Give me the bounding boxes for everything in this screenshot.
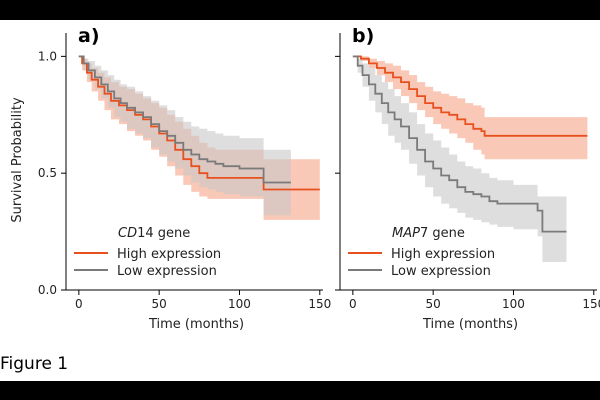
panel-label: b) — [352, 25, 374, 47]
y-tick-label: 0.0 — [38, 283, 57, 297]
ci-band-high — [352, 56, 588, 160]
legend-label: Low expression — [117, 264, 217, 279]
x-tick-label: 100 — [228, 297, 251, 311]
x-tick-label: 150 — [582, 297, 600, 311]
x-tick-label: 50 — [152, 297, 167, 311]
legend-label: High expression — [117, 247, 221, 262]
ci-band-low — [78, 56, 291, 216]
x-tick-label: 150 — [308, 297, 331, 311]
legend-title: CD14 gene — [118, 226, 190, 241]
ci-band-low — [352, 56, 567, 263]
y-tick-label: 0.5 — [38, 166, 57, 180]
legend-title: MAP7 gene — [392, 226, 465, 241]
series-line-high — [78, 55, 320, 191]
legend-label: Low expression — [391, 264, 491, 279]
panel-label: a) — [78, 25, 100, 47]
x-axis-title: Time (months) — [422, 317, 518, 332]
y-axis-title: Survival Probability — [10, 97, 25, 223]
legend-label: High expression — [391, 247, 495, 262]
bottom-black-bar — [0, 381, 600, 400]
top-black-bar — [0, 0, 600, 20]
x-tick-label: 0 — [75, 297, 83, 311]
series-line-low — [352, 55, 567, 233]
x-axis-title: Time (months) — [148, 317, 244, 332]
x-tick-label: 0 — [349, 297, 357, 311]
x-tick-label: 100 — [502, 297, 525, 311]
figure-caption: Figure 1 — [0, 354, 68, 374]
series-line-high — [352, 55, 588, 137]
y-tick-label: 1.0 — [38, 49, 57, 63]
x-tick-label: 50 — [426, 297, 441, 311]
panel-a: 0 50 100 150 0.0 0.5 1.0 Time (months) a) CD14 ge… — [38, 25, 331, 332]
series-line-low — [78, 55, 291, 184]
panel-b: 0 50 100 150 Time (months) b) MAP7 gene High ex… — [335, 25, 600, 332]
